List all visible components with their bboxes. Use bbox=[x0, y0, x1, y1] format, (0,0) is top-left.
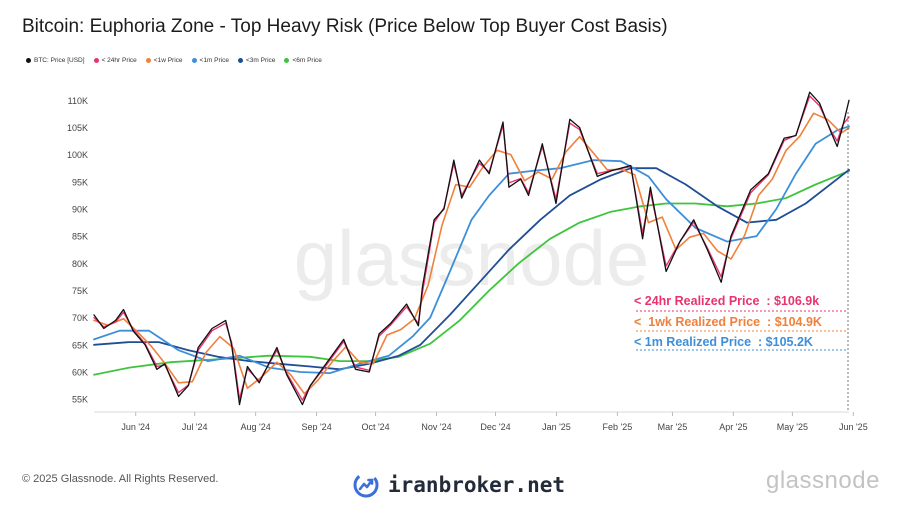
x-tick-label: Aug '24 bbox=[241, 422, 271, 432]
legend-item-1w[interactable]: <1w Price bbox=[145, 57, 183, 64]
legend-dot-1w bbox=[145, 58, 151, 63]
legend-dot-1m bbox=[191, 58, 197, 63]
callout-24hr-realized-price: < 24hr Realized Price : $106.9k bbox=[634, 294, 820, 308]
y-tick-label: 100K bbox=[67, 150, 88, 160]
legend-dot-6m bbox=[284, 58, 290, 63]
legend-item-1m[interactable]: <1m Price bbox=[191, 57, 229, 64]
y-tick-label: 90K bbox=[72, 204, 88, 214]
x-tick-label: Jun '24 bbox=[121, 422, 150, 432]
y-tick-label: 60K bbox=[72, 367, 88, 377]
x-tick-label: Mar '25 bbox=[658, 422, 688, 432]
x-tick-label: Nov '24 bbox=[421, 422, 451, 432]
x-tick-label: Dec '24 bbox=[480, 422, 510, 432]
legend-item-6m[interactable]: <6m Price bbox=[284, 57, 322, 64]
y-tick-label: 65K bbox=[72, 340, 88, 350]
x-tick-label: Apr '25 bbox=[719, 422, 747, 432]
y-tick-label: 110K bbox=[68, 96, 88, 106]
copyright-text: © 2025 Glassnode. All Rights Reserved. bbox=[22, 473, 219, 485]
series-line-0 bbox=[93, 91, 850, 406]
legend-item-3m[interactable]: <3m Price bbox=[237, 57, 276, 64]
legend-dot-24hr bbox=[93, 58, 99, 63]
glassnode-logo: glassnode bbox=[766, 467, 880, 494]
x-tick-label: Jul '24 bbox=[182, 422, 208, 432]
y-tick-label: 95K bbox=[72, 177, 88, 187]
callout-1m-realized-price: < 1m Realized Price : $105.2K bbox=[634, 335, 813, 349]
legend-label-6m: <6m Price bbox=[292, 57, 322, 64]
legend-label-3m: <3m Price bbox=[245, 57, 276, 64]
legend-label-1w: <1w Price bbox=[153, 57, 183, 64]
y-tick-label: 55K bbox=[72, 395, 88, 405]
y-tick-label: 70K bbox=[72, 313, 88, 323]
x-tick-label: Oct '24 bbox=[361, 422, 389, 432]
series-line-2 bbox=[93, 112, 850, 395]
x-tick-label: Jun '25 bbox=[839, 422, 868, 432]
legend-label-btc: BTC: Price [USD] bbox=[34, 57, 85, 64]
chart-title: Bitcoin: Euphoria Zone - Top Heavy Risk … bbox=[22, 16, 668, 37]
x-tick-label: Feb '25 bbox=[603, 422, 633, 432]
legend-item-24hr[interactable]: < 24hr Price bbox=[93, 57, 137, 64]
y-tick-label: 105K bbox=[67, 123, 88, 133]
legend-dot-btc bbox=[26, 58, 31, 63]
iranbroker-brand[interactable]: iranbroker.net bbox=[352, 471, 565, 499]
legend-dot-3m bbox=[237, 58, 243, 63]
watermark-text: glassnode bbox=[294, 214, 650, 302]
legend-label-24hr: < 24hr Price bbox=[101, 57, 137, 64]
x-tick-label: Sep '24 bbox=[301, 422, 331, 432]
chart-legend: BTC: Price [USD] < 24hr Price <1w Price … bbox=[26, 57, 322, 64]
y-tick-label: 80K bbox=[72, 259, 88, 269]
series-line-3 bbox=[93, 125, 850, 375]
legend-item-btc[interactable]: BTC: Price [USD] bbox=[26, 57, 85, 64]
x-tick-label: Jan '25 bbox=[542, 422, 571, 432]
x-tick-label: May '25 bbox=[777, 422, 808, 432]
brand-text: iranbroker.net bbox=[388, 473, 566, 497]
y-tick-label: 75K bbox=[72, 286, 88, 296]
callout-1wk-realized-price: < 1wk Realized Price : $104.9K bbox=[634, 315, 822, 329]
brand-chart-icon bbox=[353, 472, 379, 498]
legend-label-1m: <1m Price bbox=[199, 57, 229, 64]
series-line-5 bbox=[93, 169, 850, 376]
y-tick-label: 85K bbox=[72, 232, 88, 242]
